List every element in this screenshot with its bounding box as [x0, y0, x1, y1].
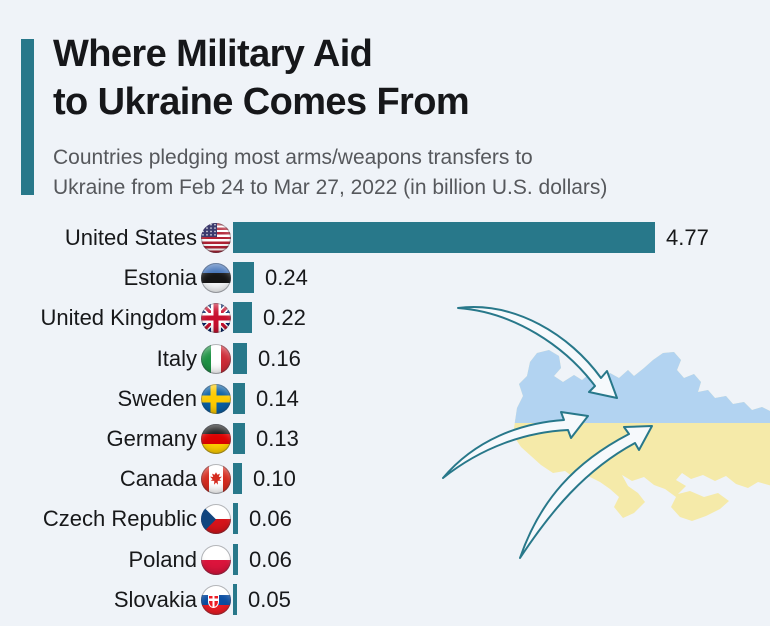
flag-icon-united-states	[201, 223, 231, 253]
chart-row-czech-republic: Czech Republic 0.06	[0, 499, 770, 539]
country-label-germany: Germany	[106, 426, 197, 451]
bar-italy	[233, 342, 247, 374]
bar-united-states	[233, 222, 655, 253]
value-label-poland: 0.06	[249, 546, 292, 572]
chart-row-united-states: United States 4.77	[0, 218, 770, 258]
value-label-sweden: 0.14	[256, 385, 299, 411]
flag-icon-united-kingdom	[201, 303, 231, 334]
country-label-czech-republic: Czech Republic	[42, 506, 197, 532]
flag-icon-slovakia	[201, 584, 231, 615]
value-label-united-states: 4.77	[666, 225, 709, 250]
chart-row-slovakia: Slovakia 0.05	[0, 580, 770, 620]
country-label-slovakia: Slovakia	[113, 586, 197, 612]
chart-row-canada: Canada 0.10	[0, 459, 770, 499]
chart-row-germany: Germany 0.13	[0, 419, 770, 459]
value-label-czech-republic: 0.06	[249, 506, 292, 532]
bar-slovakia	[233, 583, 237, 615]
country-label-poland: Poland	[128, 546, 197, 572]
bar-germany	[233, 423, 245, 454]
bar-united-kingdom	[233, 302, 252, 334]
flag-icon-germany	[201, 424, 231, 454]
page-subtitle: Countries pledging most arms/weapons tra…	[53, 143, 607, 203]
value-label-united-kingdom: 0.22	[263, 305, 306, 331]
chart-row-sweden: Sweden 0.14	[0, 379, 770, 419]
flag-icon-italy	[201, 343, 231, 374]
flag-icon-estonia	[201, 263, 231, 294]
bar-canada	[233, 463, 242, 495]
bar-poland	[233, 543, 238, 575]
aid-arrow-top-icon	[457, 306, 618, 399]
bar-sweden	[233, 382, 245, 414]
ukraine-map-upper	[514, 350, 770, 423]
country-label-canada: Canada	[119, 466, 197, 492]
value-label-italy: 0.16	[258, 345, 301, 371]
flag-icon-canada	[201, 464, 231, 495]
subtitle-line-1: Countries pledging most arms/weapons tra…	[53, 146, 533, 169]
page-title: Where Military Aid to Ukraine Comes From	[53, 30, 470, 126]
bar-estonia	[233, 262, 254, 294]
country-label-sweden: Sweden	[117, 385, 197, 411]
ukraine-map-illustration	[442, 306, 770, 559]
title-accent-bar	[21, 39, 34, 195]
country-label-estonia: Estonia	[123, 265, 197, 291]
value-label-germany: 0.13	[256, 426, 299, 451]
chart-row-estonia: Estonia 0.24	[0, 258, 770, 298]
chart-row-italy: Italy 0.16	[0, 339, 770, 379]
subtitle-line-2: Ukraine from Feb 24 to Mar 27, 2022 (in …	[53, 176, 608, 199]
country-label-united-kingdom: United Kingdom	[40, 305, 197, 331]
aid-arrow-middle-icon	[442, 411, 589, 479]
title-line-2: to Ukraine Comes From	[53, 81, 470, 123]
bar-czech-republic	[233, 503, 238, 535]
value-label-slovakia: 0.05	[248, 586, 291, 612]
aid-arrow-bottom-icon	[519, 425, 653, 559]
country-label-italy: Italy	[156, 345, 197, 371]
title-line-1: Where Military Aid	[53, 33, 373, 75]
country-label-united-states: United States	[64, 225, 197, 250]
flag-icon-poland	[201, 544, 231, 575]
flag-icon-sweden	[201, 383, 231, 414]
chart-row-united-kingdom: United Kingdom 0.22	[0, 298, 770, 338]
value-label-canada: 0.10	[253, 466, 296, 492]
chart-row-poland: Poland 0.06	[0, 540, 770, 580]
flag-icon-czech-republic	[201, 504, 231, 535]
value-label-estonia: 0.24	[265, 265, 308, 291]
